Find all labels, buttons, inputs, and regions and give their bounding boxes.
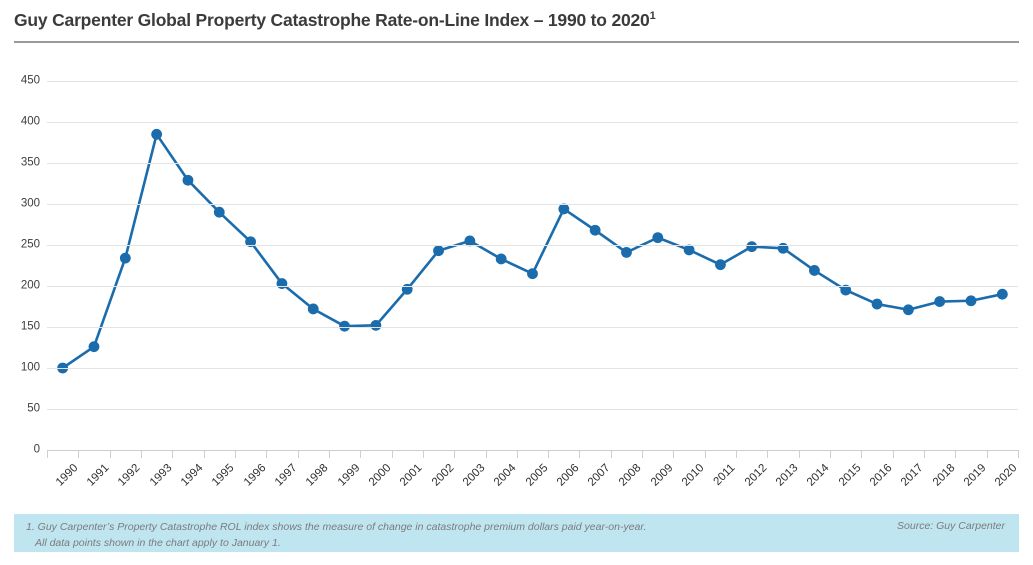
y-axis-tick-label: 0 [33, 443, 40, 456]
data-point-marker[interactable] [840, 284, 852, 296]
y-axis-tick-label: 150 [20, 320, 40, 333]
footnote-text: 1. Guy Carpenter’s Property Catastrophe … [26, 520, 786, 552]
data-point-marker[interactable] [746, 241, 758, 253]
data-point-marker[interactable] [652, 232, 664, 244]
data-point-marker[interactable] [871, 298, 883, 310]
gridline [47, 245, 1018, 246]
gridline [47, 327, 1018, 328]
x-axis-tick [579, 450, 581, 458]
x-axis-tick [203, 450, 205, 458]
data-point-marker[interactable] [527, 268, 538, 280]
x-axis-tick [234, 450, 236, 458]
data-point-marker[interactable] [433, 245, 444, 257]
x-axis-tick [109, 450, 111, 458]
footnote-bar: 1. Guy Carpenter’s Property Catastrophe … [14, 514, 1019, 552]
x-axis-tick [767, 450, 769, 458]
x-axis-tick [422, 450, 424, 458]
chart-header: Guy Carpenter Global Property Catastroph… [0, 0, 1033, 46]
x-axis-tick [47, 450, 48, 458]
gridline [47, 81, 1018, 82]
x-axis-line [47, 450, 1018, 451]
gridline [47, 368, 1018, 369]
data-point-marker[interactable] [213, 206, 225, 218]
page-title-text: Guy Carpenter Global Property Catastroph… [14, 10, 650, 30]
data-point-marker[interactable] [902, 304, 914, 316]
x-axis-tick [798, 450, 800, 458]
y-axis-tick-label: 450 [20, 74, 40, 87]
x-axis-tick [610, 450, 612, 458]
data-point-marker[interactable] [151, 128, 163, 140]
line-series [57, 128, 1008, 374]
x-axis-tick [266, 450, 268, 458]
data-point-marker[interactable] [370, 319, 382, 331]
x-axis-tick [485, 450, 487, 458]
data-point-marker[interactable] [464, 235, 476, 247]
data-point-marker[interactable] [683, 244, 695, 256]
x-axis-tick [328, 450, 330, 458]
data-point-marker[interactable] [589, 224, 601, 236]
x-axis-tick [673, 450, 675, 458]
x-axis: 1990 1991 1992 1993 1994 1995 1996 1997 1998 1999… [47, 450, 1020, 510]
data-point-marker[interactable] [307, 303, 319, 315]
y-axis-labels: 0 50 100 150 200 250 300 350 400 450 [0, 75, 40, 455]
y-axis-tick-label: 100 [20, 361, 40, 374]
x-axis-tick [704, 450, 706, 458]
page-title: Guy Carpenter Global Property Catastroph… [14, 10, 656, 31]
data-point-marker[interactable] [182, 174, 194, 186]
data-point-marker[interactable] [996, 288, 1008, 300]
gridline [47, 409, 1018, 410]
source-label: Source: Guy Carpenter [897, 520, 1005, 532]
x-axis-tick [924, 450, 926, 458]
x-axis-tick [172, 450, 174, 458]
y-axis-tick-label: 50 [27, 402, 40, 415]
y-axis-tick-label: 350 [20, 156, 40, 169]
x-axis-tick [391, 450, 393, 458]
data-point-marker[interactable] [558, 203, 570, 215]
x-axis-tick [140, 450, 142, 458]
data-point-marker[interactable] [809, 265, 820, 276]
x-axis-tick [861, 450, 863, 458]
x-axis-tick [736, 450, 738, 458]
footnote-line-2: All data points shown in the chart apply… [35, 536, 281, 549]
x-axis-tick [360, 450, 362, 458]
x-axis-tick [986, 450, 988, 458]
gridline [47, 204, 1018, 205]
plot-area [47, 81, 1018, 451]
x-axis-tick [642, 450, 644, 458]
footnote-line-1: 1. Guy Carpenter’s Property Catastrophe … [26, 521, 647, 533]
x-axis-tick [454, 450, 456, 458]
x-axis-tick [892, 450, 894, 458]
data-point-marker[interactable] [245, 236, 256, 248]
gridline [47, 286, 1018, 287]
data-point-marker[interactable] [934, 296, 946, 307]
data-point-marker[interactable] [621, 246, 632, 258]
page-title-footnote-marker: 1 [649, 10, 656, 23]
x-axis-tick [955, 450, 957, 458]
data-point-marker[interactable] [276, 278, 288, 289]
data-point-marker[interactable] [119, 252, 131, 264]
x-axis-tick [78, 450, 80, 458]
series-line [61, 132, 1004, 370]
data-point-marker[interactable] [495, 253, 507, 265]
x-axis-tick [830, 450, 832, 458]
gridline [47, 122, 1018, 123]
y-axis-tick-label: 200 [20, 279, 40, 292]
title-divider [14, 41, 1019, 43]
y-axis-tick-label: 300 [20, 197, 40, 210]
y-axis-tick-label: 250 [20, 238, 40, 251]
x-axis-tick [516, 450, 518, 458]
gridline [47, 163, 1018, 164]
data-point-marker[interactable] [965, 295, 977, 307]
data-point-marker[interactable] [88, 341, 100, 353]
x-axis-tick [1018, 450, 1019, 458]
data-point-marker[interactable] [339, 320, 350, 332]
data-point-marker[interactable] [715, 259, 726, 271]
y-axis-tick-label: 400 [20, 115, 40, 128]
x-axis-tick [297, 450, 299, 458]
x-axis-tick [548, 450, 550, 458]
chart-canvas: 0 50 100 150 200 250 300 350 400 450 1990 1991 1992… [0, 46, 1033, 510]
